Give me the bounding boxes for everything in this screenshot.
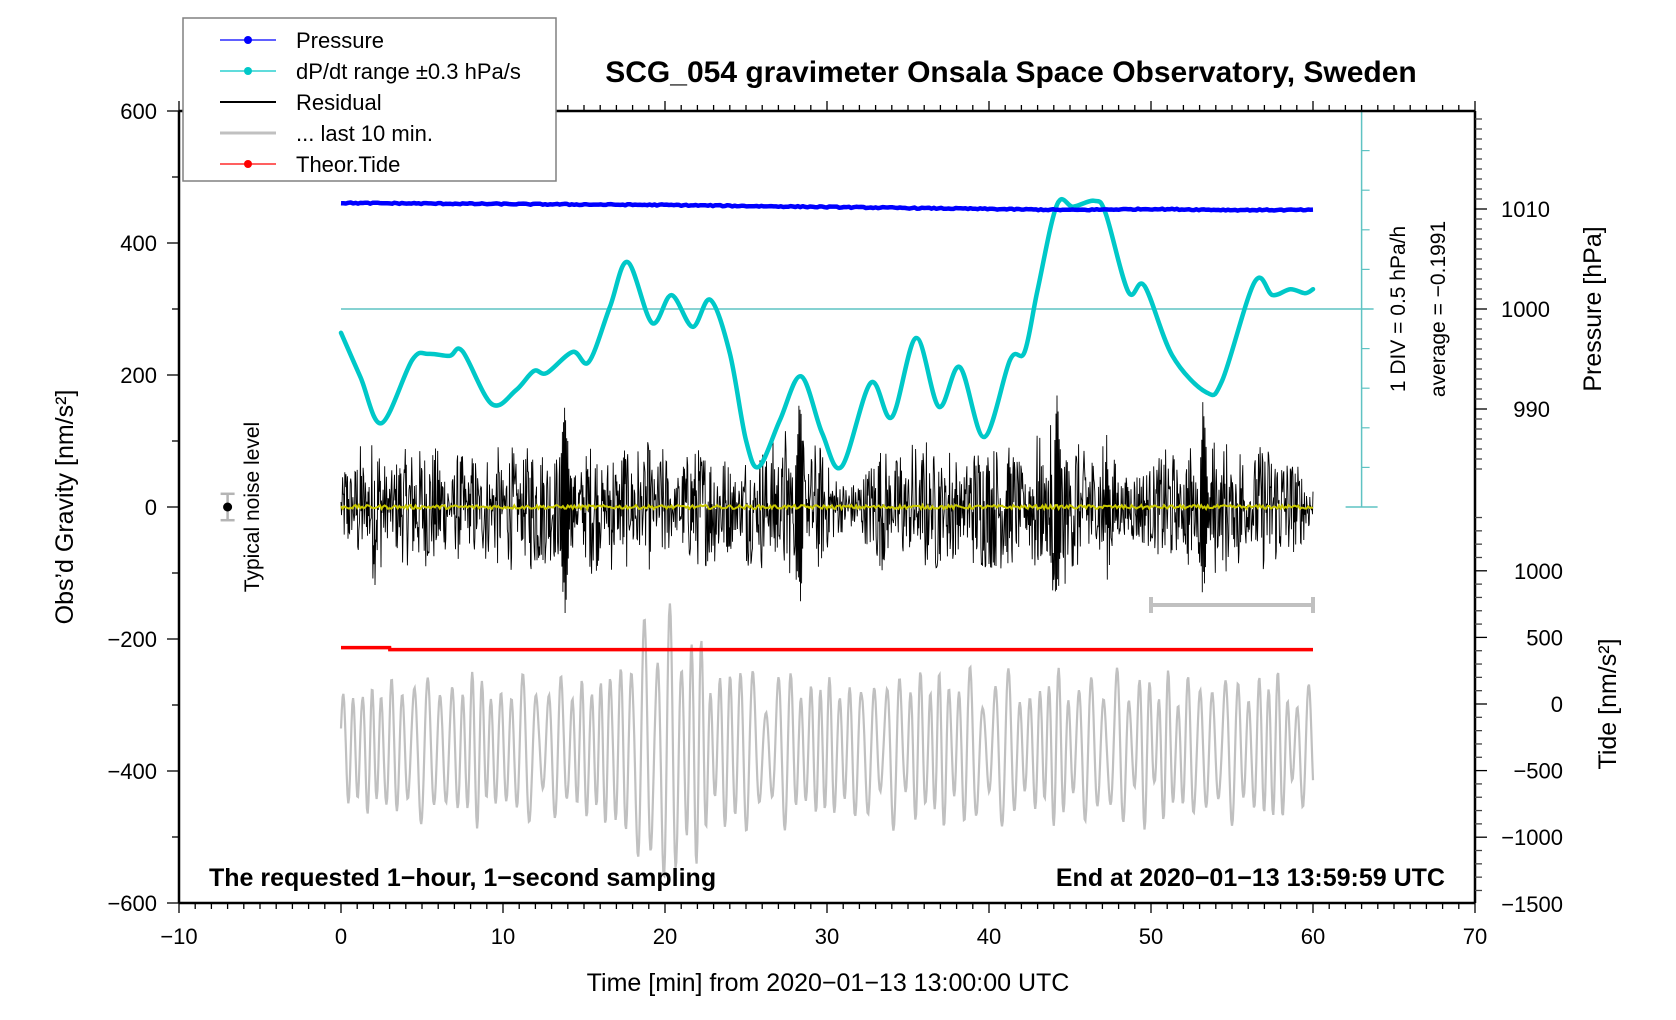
x-tick-label: 0: [335, 924, 347, 949]
legend: Pressure dP/dt range ±0.3 hPa/s Residual…: [182, 17, 557, 182]
pressure-line: [340, 200, 1314, 213]
x-tick-label: 50: [1139, 924, 1163, 949]
x-tick-label: 70: [1463, 924, 1487, 949]
x-axis-title: Time [min] from 2020−01−13 13:00:00 UTC: [587, 969, 1070, 997]
x-tick-label: 10: [491, 924, 515, 949]
x-tick-label: 60: [1301, 924, 1325, 949]
mean-residual-series: [340, 502, 1314, 512]
tide-tick-label: −1500: [1501, 892, 1563, 917]
chart-title: SCG_054 gravimeter Onsala Space Observat…: [605, 56, 1417, 89]
y-tick-label: 600: [120, 99, 157, 124]
tide-oscillation-line: [339, 603, 1315, 879]
div-label: 1 DIV = 0.5 hPa/h: [1387, 226, 1410, 392]
legend-dpdt-dot: [244, 67, 252, 75]
y-axis-title-left: Obs’d Gravity [nm/s²]: [51, 390, 79, 625]
y-axis-title-tide: Tide [nm/s²]: [1594, 638, 1622, 769]
pressure-tick-labels: 1010 1000 990: [1501, 197, 1550, 422]
legend-item-pressure: Pressure: [220, 28, 384, 53]
residual-line: [340, 395, 1314, 614]
legend-dpdt-label: dP/dt range ±0.3 hPa/s: [296, 59, 521, 84]
average-label: average = −0.1991: [1427, 221, 1450, 397]
x-tick-label: 30: [815, 924, 839, 949]
x-tick-label: 20: [653, 924, 677, 949]
annotation-bottom-right: End at 2020−01−13 13:59:59 UTC: [1056, 864, 1445, 892]
y-tick-label: −400: [107, 759, 157, 784]
noise-dot: [223, 502, 233, 512]
legend-box: [182, 17, 557, 182]
annotation-bottom-left: The requested 1−hour, 1−second sampling: [209, 864, 716, 892]
axes: [167, 101, 1487, 913]
legend-pressure-dot: [244, 36, 252, 44]
tide-tick-label: 0: [1551, 692, 1563, 717]
legend-item-residual: Residual: [220, 90, 382, 115]
legend-tide-label: Theor.Tide: [296, 152, 400, 177]
tide-tick-label: 500: [1526, 625, 1563, 650]
y-tick-label: 0: [145, 495, 157, 520]
x-tick-labels: −10 0 10 20 30 40 50 60 70: [160, 924, 1487, 949]
legend-item-theor-tide: Theor.Tide: [220, 152, 400, 177]
tide-tick-label: 1000: [1514, 559, 1563, 584]
tide-tick-label: −1000: [1501, 825, 1563, 850]
dpdt-series: [338, 197, 1316, 471]
legend-tide-dot: [244, 160, 252, 168]
y-axis-title-pressure: Pressure [hPa]: [1579, 226, 1607, 391]
x-tick-label: 40: [977, 924, 1001, 949]
theor-tide-series: [341, 645, 1313, 652]
y-tick-label: −200: [107, 627, 157, 652]
y-tick-label: 400: [120, 231, 157, 256]
y-tick-label: 200: [120, 363, 157, 388]
legend-item-dpdt: dP/dt range ±0.3 hPa/s: [220, 59, 521, 84]
noise-level-label: Typical noise level: [241, 422, 264, 592]
pressure-series: [340, 200, 1314, 213]
tide-tick-labels: 1000 500 0 −500 −1000 −1500: [1501, 559, 1563, 917]
residual-series: [340, 395, 1314, 614]
mean-residual-line: [340, 502, 1314, 512]
legend-last10-label: ... last 10 min.: [296, 121, 433, 146]
legend-pressure-label: Pressure: [296, 28, 384, 53]
tide-tick-label: −500: [1513, 759, 1563, 784]
dpdt-line: [338, 197, 1316, 471]
y-tick-labels: 600 400 200 0 −200 −400 −600: [107, 99, 157, 916]
legend-residual-label: Residual: [296, 90, 382, 115]
dpdt-axis: [341, 111, 1378, 508]
last-10-min-bar: [1149, 597, 1315, 613]
y-tick-label: −600: [107, 891, 157, 916]
pressure-tick-label: 1000: [1501, 297, 1550, 322]
tide-series: [339, 603, 1315, 879]
noise-marker: [220, 492, 235, 522]
pressure-tick-label: 990: [1513, 397, 1550, 422]
x-tick-label: −10: [160, 924, 197, 949]
plot-area: [179, 111, 1475, 903]
theor-tide-line: [341, 645, 1313, 652]
legend-item-last10: ... last 10 min.: [220, 121, 433, 146]
pressure-tick-label: 1010: [1501, 197, 1550, 222]
